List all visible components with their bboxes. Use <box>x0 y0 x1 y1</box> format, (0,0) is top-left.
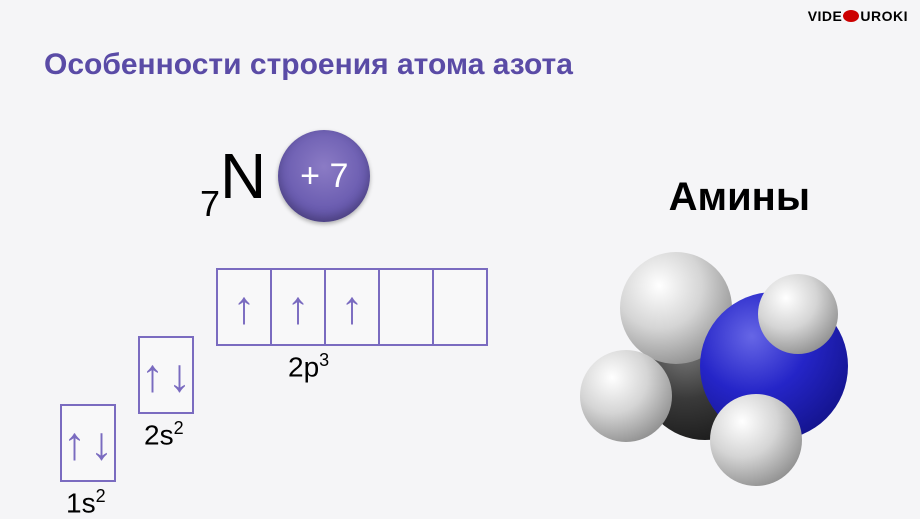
arrow-up-icon: ↑ <box>63 420 86 466</box>
element-block: 7 N + 7 <box>200 130 370 222</box>
sphere <box>710 394 802 486</box>
watermark-part1: VIDE <box>808 8 843 24</box>
orbital-row: ↑ ↑ ↑ <box>216 268 488 346</box>
arrow-down-icon: ↓ <box>90 420 113 466</box>
orbital-row: ↑↓ <box>60 404 116 482</box>
arrow-up-icon: ↑ <box>287 284 310 330</box>
arrow-up-icon: ↑ <box>341 284 364 330</box>
eye-icon <box>843 10 859 22</box>
arrow-down-icon: ↓ <box>168 352 191 398</box>
orbital-cell: ↑ <box>216 268 272 346</box>
orbital-row: ↑↓ <box>138 336 194 414</box>
page-title: Особенности строения атома азота <box>44 48 573 82</box>
orbital-cell: ↑ <box>324 268 380 346</box>
orbital-cell: ↑ <box>270 268 326 346</box>
arrow-up-icon: ↑ <box>141 352 164 398</box>
element-symbol: 7 N <box>200 144 266 208</box>
orbital-label: 2s2 <box>144 418 184 451</box>
atomic-number: 7 <box>200 183 220 225</box>
sphere <box>580 350 672 442</box>
arrow-up-icon: ↑ <box>233 284 256 330</box>
watermark-part2: UROKI <box>860 8 908 24</box>
right-title: Амины <box>669 175 810 220</box>
watermark: VIDE UROKI <box>808 8 908 24</box>
orbital-cell: ↑↓ <box>138 336 194 414</box>
orbital-cell <box>432 268 488 346</box>
sphere <box>758 274 838 354</box>
orbital-label: 2p3 <box>288 350 329 383</box>
orbital-cell <box>378 268 434 346</box>
molecule-model <box>580 252 850 472</box>
orbital-label: 1s2 <box>66 486 106 519</box>
element-charge-circle: + 7 <box>278 130 370 222</box>
orbital-cell: ↑↓ <box>60 404 116 482</box>
element-letter: N <box>220 144 266 208</box>
